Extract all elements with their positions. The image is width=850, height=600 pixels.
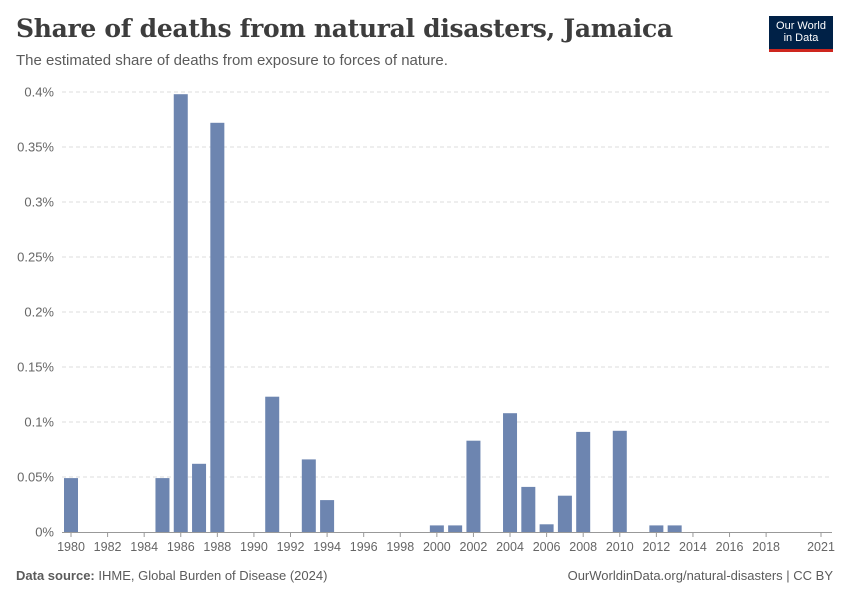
x-tick-label: 2006 — [533, 540, 561, 554]
bar-2004[interactable] — [503, 413, 518, 532]
data-source-label: Data source: — [16, 568, 95, 583]
bar-2002[interactable] — [466, 440, 481, 532]
x-tick-label: 2000 — [423, 540, 451, 554]
bar-2013[interactable] — [667, 525, 682, 532]
chart-title: Share of deaths from natural disasters, … — [16, 14, 673, 43]
bar-1988[interactable] — [210, 122, 225, 533]
x-tick-label: 1998 — [386, 540, 414, 554]
bar-1985[interactable] — [155, 478, 170, 532]
x-tick-label: 1990 — [240, 540, 268, 554]
logo-line-2: in Data — [783, 32, 819, 44]
bar-2001[interactable] — [448, 525, 463, 532]
bar-1980[interactable] — [64, 478, 78, 532]
source-link[interactable]: OurWorldinData.org/natural-disasters | C… — [567, 568, 833, 583]
x-tick-label: 2016 — [716, 540, 744, 554]
bar-2005[interactable] — [521, 486, 536, 532]
bar-1991[interactable] — [265, 396, 280, 532]
bar-1986[interactable] — [173, 94, 188, 532]
data-source: Data source: IHME, Global Burden of Dise… — [16, 568, 327, 583]
bar-2006[interactable] — [539, 524, 554, 532]
x-tick-label: 2002 — [460, 540, 488, 554]
bar-2000[interactable] — [429, 525, 444, 532]
y-tick-label: 0.05% — [17, 470, 54, 485]
y-tick-label: 0.4% — [24, 85, 54, 100]
x-tick-label: 1984 — [130, 540, 158, 554]
x-tick-label: 1980 — [57, 540, 85, 554]
x-tick-label: 2018 — [752, 540, 780, 554]
x-tick-label: 2014 — [679, 540, 707, 554]
bar-2012[interactable] — [649, 525, 664, 532]
x-tick-label: 1986 — [167, 540, 195, 554]
x-tick-label: 2008 — [569, 540, 597, 554]
bar-2007[interactable] — [557, 495, 572, 532]
x-tick-label: 1996 — [350, 540, 378, 554]
y-tick-label: 0.35% — [17, 140, 54, 155]
y-tick-label: 0.15% — [17, 360, 54, 375]
x-tick-label: 1992 — [277, 540, 305, 554]
y-tick-label: 0% — [35, 525, 54, 540]
y-tick-label: 0.2% — [24, 305, 54, 320]
x-tick-label: 1988 — [203, 540, 231, 554]
x-tick-label: 2012 — [642, 540, 670, 554]
bar-1993[interactable] — [301, 459, 316, 532]
bar-2010[interactable] — [612, 430, 627, 532]
x-tick-label: 2004 — [496, 540, 524, 554]
x-tick-label: 1982 — [94, 540, 122, 554]
data-source-text[interactable]: IHME, Global Burden of Disease (2024) — [98, 568, 328, 583]
y-tick-label: 0.3% — [24, 195, 54, 210]
y-tick-label: 0.25% — [17, 250, 54, 265]
chart-subtitle: The estimated share of deaths from expos… — [16, 52, 448, 69]
y-tick-label: 0.1% — [24, 415, 54, 430]
bar-1994[interactable] — [320, 500, 335, 532]
bar-2008[interactable] — [576, 431, 591, 532]
bar-1987[interactable] — [192, 463, 207, 532]
x-tick-label: 1994 — [313, 540, 341, 554]
owid-logo[interactable]: Our World in Data — [769, 16, 833, 52]
logo-line-1: Our World — [776, 20, 826, 32]
x-tick-label: 2010 — [606, 540, 634, 554]
x-tick-label: 2021 — [807, 540, 835, 554]
